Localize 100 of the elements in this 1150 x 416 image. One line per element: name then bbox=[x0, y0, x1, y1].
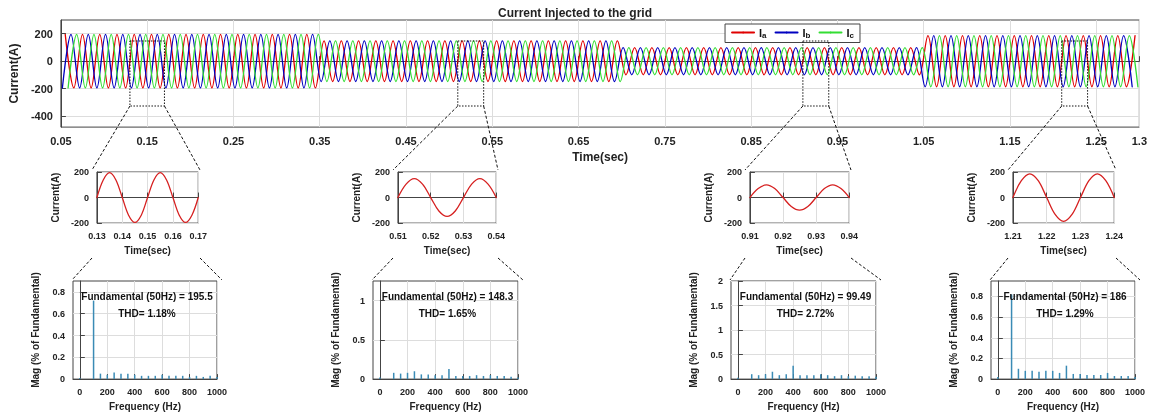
x-tick-label: 1000 bbox=[507, 386, 528, 397]
x-tick-label: 600 bbox=[813, 386, 829, 397]
y-tick-label: 200 bbox=[34, 27, 53, 40]
x-tick-label: 0.94 bbox=[840, 230, 859, 241]
x-tick-label: 200 bbox=[758, 386, 774, 397]
x-tick-label: 0.05 bbox=[50, 134, 72, 147]
y-tick-label: 0.8 bbox=[52, 286, 65, 297]
y-tick-label: 200 bbox=[989, 167, 1005, 177]
x-tick-label: 1000 bbox=[206, 386, 227, 397]
annotation: THD= 1.29% bbox=[1036, 307, 1094, 319]
y-tick-label: -200 bbox=[723, 218, 742, 229]
x-tick-label: 0.93 bbox=[807, 230, 825, 241]
x-tick-label: 0.54 bbox=[487, 230, 506, 241]
annotation: THD= 1.65% bbox=[418, 307, 477, 319]
y-tick-label: 0.2 bbox=[970, 353, 983, 364]
x-axis-title: Time(sec) bbox=[423, 244, 471, 256]
annotation: Fundamental (50Hz) = 99.49 bbox=[739, 290, 872, 302]
x-tick-label: 0.14 bbox=[113, 230, 132, 241]
y-axis-title: Mag (% of Fundamental) bbox=[29, 272, 41, 388]
y-tick-label: 0 bbox=[717, 374, 723, 385]
x-tick-label: 0.53 bbox=[454, 230, 473, 241]
y-tick-label: -200 bbox=[986, 218, 1005, 229]
x-tick-label: 0.75 bbox=[654, 134, 676, 147]
y-tick-label: 0 bbox=[359, 374, 365, 385]
annotation: THD= 2.72% bbox=[776, 307, 835, 319]
y-tick-label: 0 bbox=[83, 192, 89, 203]
x-tick-label: 800 bbox=[840, 386, 856, 397]
annotation: Fundamental (50Hz) = 186 bbox=[1003, 290, 1127, 302]
x-tick-label: 0.55 bbox=[481, 134, 503, 147]
y-axis-title: Current(A) bbox=[965, 172, 977, 223]
x-tick-label: 200 bbox=[1017, 386, 1033, 397]
annotation: Fundamental (50Hz) = 148.3 bbox=[381, 290, 514, 302]
y-tick-label: 0 bbox=[59, 374, 65, 385]
y-tick-label: 0.4 bbox=[52, 330, 65, 341]
y-tick-label: -200 bbox=[30, 82, 53, 95]
x-tick-label: 0.91 bbox=[741, 230, 759, 241]
x-tick-label: 0.85 bbox=[740, 134, 762, 147]
y-tick-label: 0.6 bbox=[52, 308, 65, 319]
x-tick-label: 1.15 bbox=[999, 134, 1021, 147]
x-axis-title: Frequency (Hz) bbox=[409, 400, 482, 412]
x-tick-label: 400 bbox=[127, 386, 143, 397]
x-axis-title: Frequency (Hz) bbox=[108, 400, 182, 412]
y-tick-label: -200 bbox=[70, 218, 89, 229]
y-tick-label: 200 bbox=[73, 167, 89, 177]
y-tick-label: 2 bbox=[717, 276, 723, 286]
x-axis-title: Frequency (Hz) bbox=[767, 400, 840, 412]
x-tick-label: 0.51 bbox=[389, 230, 407, 241]
y-tick-label: 0.2 bbox=[52, 352, 65, 363]
x-tick-label: 400 bbox=[1045, 386, 1061, 397]
x-axis-title: Time(sec) bbox=[572, 150, 629, 164]
y-tick-label: 1 bbox=[359, 295, 365, 306]
annotation: Fundamental (50Hz) = 195.5 bbox=[81, 290, 214, 302]
y-axis-title: Mag (% of Fundamental) bbox=[329, 272, 341, 388]
y-tick-label: 200 bbox=[726, 167, 742, 177]
x-tick-label: 400 bbox=[427, 386, 443, 397]
y-tick-label: 0.5 bbox=[352, 334, 365, 345]
x-tick-label: 800 bbox=[1100, 386, 1116, 397]
y-tick-label: 0 bbox=[736, 192, 742, 203]
y-axis-title: Current(A) bbox=[49, 172, 61, 223]
y-axis-title: Mag (% of Fundamental) bbox=[947, 272, 959, 388]
y-tick-label: 1.5 bbox=[710, 300, 723, 311]
x-tick-label: 800 bbox=[482, 386, 498, 397]
line-series bbox=[1012, 173, 1115, 222]
x-tick-label: 0.16 bbox=[164, 230, 182, 241]
x-tick-label: 600 bbox=[1072, 386, 1088, 397]
x-axis-title: Time(sec) bbox=[1040, 244, 1087, 256]
x-tick-label: 0.25 bbox=[222, 134, 245, 147]
x-axis-title: Time(sec) bbox=[124, 244, 171, 256]
annotation: THD= 1.18% bbox=[118, 307, 176, 319]
y-axis-title: Current(A) bbox=[350, 172, 362, 223]
x-tick-label: 0.15 bbox=[136, 134, 158, 147]
x-tick-label: 1.24 bbox=[1105, 230, 1124, 241]
x-tick-label: 1.25 bbox=[1085, 134, 1107, 147]
y-axis-title: Current(A) bbox=[702, 172, 714, 223]
x-tick-label: 1000 bbox=[1124, 386, 1145, 397]
chart-title: Current Injected to the grid bbox=[497, 6, 653, 20]
x-tick-label: 0.15 bbox=[138, 230, 157, 241]
x-axis-title: Time(sec) bbox=[776, 244, 823, 256]
x-tick-label: 1.3 bbox=[1131, 134, 1147, 147]
y-tick-label: -200 bbox=[371, 218, 390, 229]
y-tick-label: 1 bbox=[717, 325, 723, 336]
x-tick-label: 0.65 bbox=[567, 134, 590, 147]
y-tick-label: 0 bbox=[46, 55, 53, 68]
x-tick-label: 600 bbox=[455, 386, 471, 397]
x-tick-label: 800 bbox=[182, 386, 198, 397]
x-tick-label: 0.17 bbox=[189, 230, 208, 241]
y-tick-label: 0 bbox=[999, 192, 1005, 203]
x-tick-label: 1.22 bbox=[1037, 230, 1056, 241]
x-axis-title: Frequency (Hz) bbox=[1026, 400, 1100, 412]
x-tick-label: 200 bbox=[400, 386, 416, 397]
x-tick-label: 1000 bbox=[865, 386, 886, 397]
line-series bbox=[749, 184, 850, 211]
y-tick-label: 0.6 bbox=[970, 312, 983, 323]
x-tick-label: 1.23 bbox=[1071, 230, 1090, 241]
x-tick-label: 600 bbox=[154, 386, 170, 397]
x-tick-label: 0.35 bbox=[309, 134, 331, 147]
y-tick-label: 0 bbox=[977, 374, 983, 385]
y-axis-title: Current(A) bbox=[7, 43, 21, 104]
y-tick-label: 0.8 bbox=[970, 291, 983, 302]
y-tick-label: 200 bbox=[374, 167, 390, 177]
